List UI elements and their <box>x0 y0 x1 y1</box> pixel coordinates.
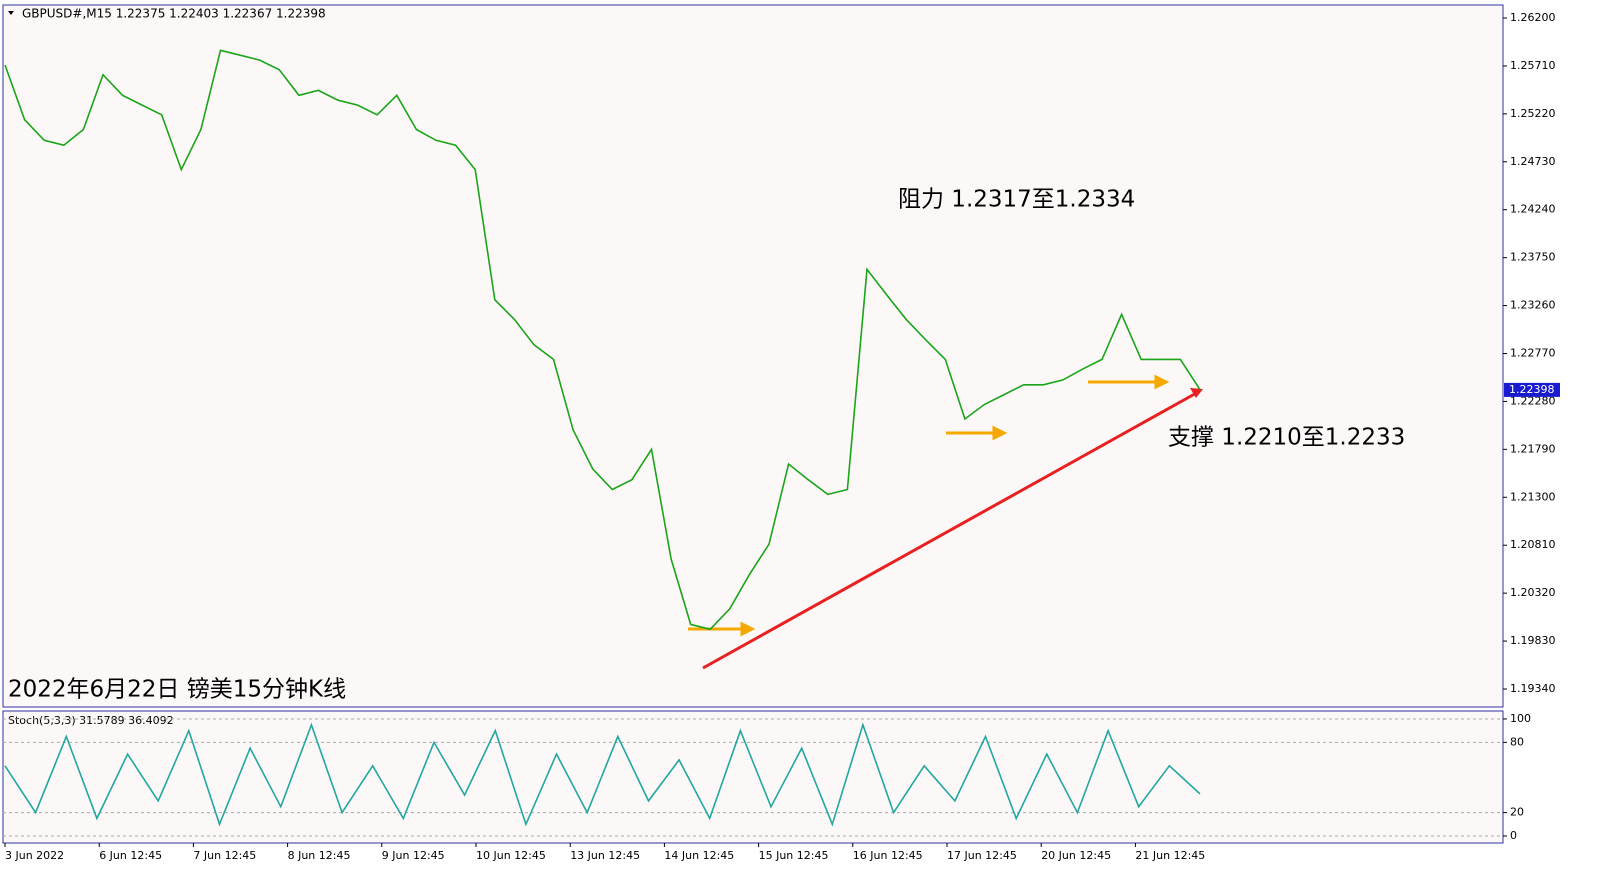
x-tick-label: 15 Jun 12:45 <box>759 849 829 862</box>
x-tick-label: 7 Jun 12:45 <box>193 849 256 862</box>
y-tick-label: 1.24730 <box>1510 155 1556 168</box>
price-line <box>4 49 1201 631</box>
symbol-header: GBPUSD#,M15 1.22375 1.22403 1.22367 1.22… <box>22 7 326 21</box>
x-tick-label: 10 Jun 12:45 <box>476 849 546 862</box>
y-tick-label: 1.21790 <box>1510 442 1556 455</box>
stoch-title: Stoch(5,3,3) 31.5789 36.4092 <box>8 714 174 727</box>
y-tick-label: 1.22280 <box>1510 394 1556 407</box>
price-line <box>4 722 1201 827</box>
x-tick-label: 9 Jun 12:45 <box>382 849 445 862</box>
x-tick-label: 16 Jun 12:45 <box>853 849 923 862</box>
x-tick-label: 8 Jun 12:45 <box>288 849 351 862</box>
y-tick-label: 1.20320 <box>1510 586 1556 599</box>
x-tick-label: 6 Jun 12:45 <box>99 849 162 862</box>
level-arrows <box>688 374 1170 637</box>
y-tick-label: 1.25710 <box>1510 59 1556 72</box>
y-tick-label: 0 <box>1510 829 1517 842</box>
last-price-box <box>1504 382 1560 397</box>
chart-caption: 2022年6月22日 镑美15分钟K线 <box>8 677 346 703</box>
stoch-panel <box>2 710 1504 844</box>
trend-arrow <box>702 389 1201 670</box>
x-tick-label: 3 Jun 2022 <box>5 849 64 862</box>
arrow-head <box>1190 388 1203 398</box>
y-tick-label: 1.19340 <box>1510 682 1556 695</box>
header-icon <box>8 11 14 15</box>
y-tick-label: 1.19830 <box>1510 634 1556 647</box>
y-tick-label: 20 <box>1510 806 1524 819</box>
main-panel <box>2 4 1504 708</box>
y-tick-label: 1.20810 <box>1510 538 1556 551</box>
resistance-note: 阻力 1.2317至1.2334 <box>898 187 1135 213</box>
y-tick-label: 100 <box>1510 712 1531 725</box>
y-tick-label: 80 <box>1510 735 1524 748</box>
y-tick-label: 1.23750 <box>1510 251 1556 264</box>
y-tick-label: 1.22770 <box>1510 347 1556 360</box>
x-tick-label: 21 Jun 12:45 <box>1135 849 1205 862</box>
y-tick-label: 1.23260 <box>1510 299 1556 312</box>
x-tick-label: 17 Jun 12:45 <box>947 849 1017 862</box>
x-tick-label: 20 Jun 12:45 <box>1041 849 1111 862</box>
y-tick-label: 1.26200 <box>1510 11 1556 24</box>
last-price-label: 1.22398 <box>1509 383 1555 396</box>
x-tick-label: 14 Jun 12:45 <box>664 849 734 862</box>
x-tick-label: 13 Jun 12:45 <box>570 849 640 862</box>
y-tick-label: 1.24240 <box>1510 203 1556 216</box>
y-tick-label: 1.21300 <box>1510 490 1556 503</box>
support-note: 支撑 1.2210至1.2233 <box>1168 425 1405 451</box>
y-tick-label: 1.25220 <box>1510 107 1556 120</box>
